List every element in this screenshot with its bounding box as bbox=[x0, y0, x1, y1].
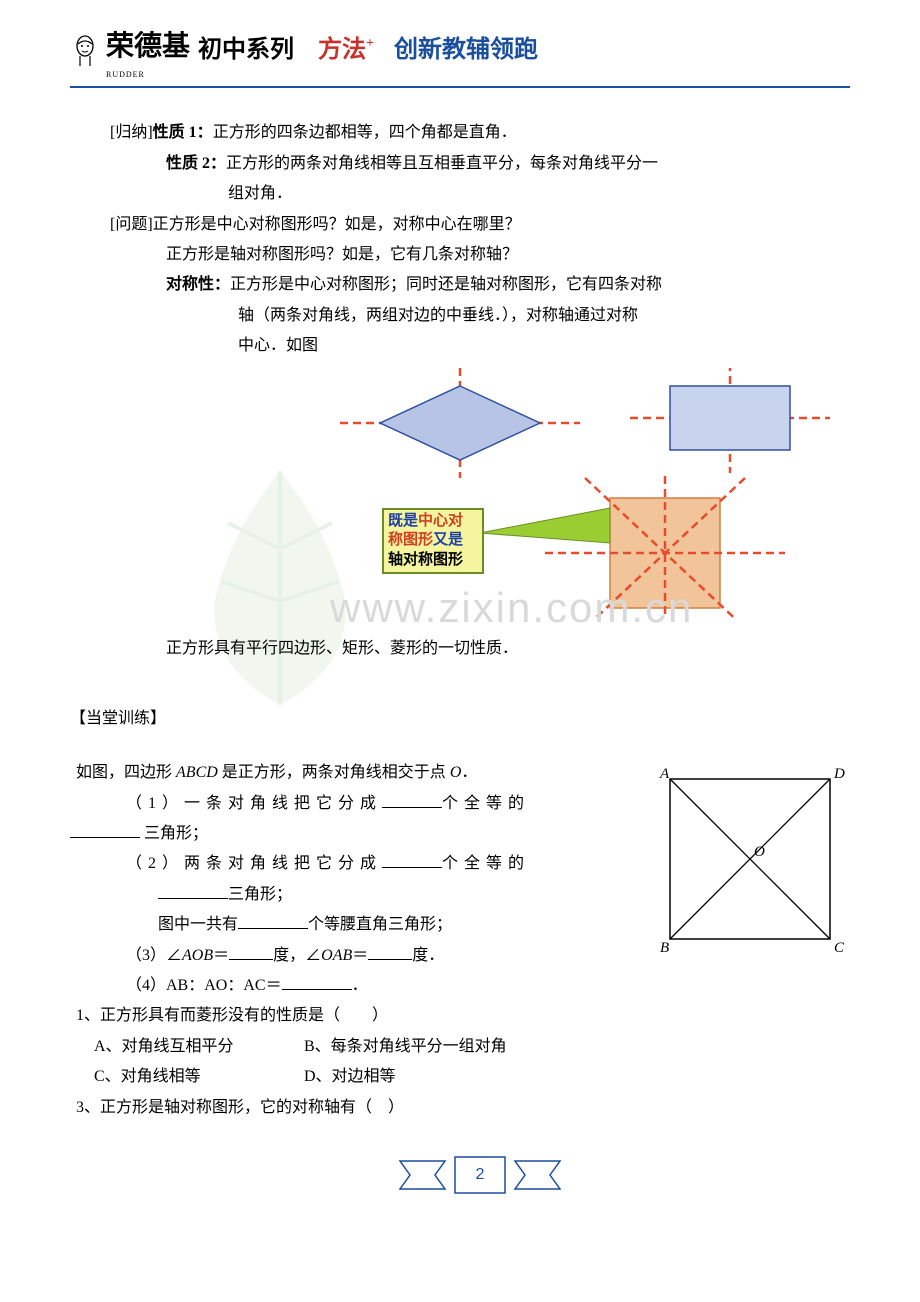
symmetry-figure: 既是中心对 称图形又是 轴对称图形 www.zixin.com.cn bbox=[310, 368, 850, 618]
svg-text:D: D bbox=[833, 766, 845, 782]
exercise-title: 【当堂训练】 bbox=[70, 704, 850, 734]
content-body: [归纳]性质 1：正方形的四条边都相等，四个角都是直角． 性质 2：正方形的两条… bbox=[70, 118, 850, 1197]
wenti-line1: [问题]正方形是中心对称图形吗？如是，对称中心在哪里？ bbox=[110, 210, 850, 240]
duichen-line1: 对称性：正方形是中心对称图形；同时还是轴对称图形，它有四条对称 bbox=[110, 270, 850, 300]
svg-text:A: A bbox=[659, 766, 670, 782]
summary-line: 正方形具有平行四边形、矩形、菱形的一切性质． bbox=[110, 634, 850, 664]
logo-icon bbox=[70, 34, 100, 68]
ex-q4: （4）AB：AO：AC＝． bbox=[70, 971, 850, 1001]
page-header: 荣德基 RUDDER 初中系列 方法+ 创新教辅领跑 bbox=[70, 20, 850, 88]
duichen-line3: 中心．如图 bbox=[110, 331, 850, 361]
slogan-label: 创新教辅领跑 bbox=[394, 28, 538, 74]
guina-line2a: 性质 2：正方形的两条对角线相等且互相垂直平分，每条对角线平分一 bbox=[110, 149, 850, 179]
exercise-section: 【当堂训练】 A D B C O 如图，四边形 bbox=[70, 704, 850, 1123]
svg-text:O: O bbox=[754, 844, 765, 860]
svg-text:C: C bbox=[834, 940, 845, 954]
callout-box: 既是中心对 称图形又是 轴对称图形 bbox=[382, 508, 484, 575]
guina-line1: [归纳]性质 1：正方形的四条边都相等，四个角都是直角． bbox=[110, 118, 850, 148]
brand-block: 荣德基 RUDDER bbox=[106, 20, 190, 82]
brand-sub: RUDDER bbox=[106, 67, 190, 82]
page-number: 2 bbox=[476, 1160, 485, 1190]
duichen-line2: 轴（两条对角线，两组对边的中垂线．），对称轴通过对称 bbox=[110, 301, 850, 331]
mc3-stem: 3、正方形是轴对称图形，它的对称轴有（ ） bbox=[70, 1093, 850, 1123]
wenti-line2: 正方形是轴对称图形吗？如是，它有几条对称轴？ bbox=[110, 240, 850, 270]
square-abcd-figure: A D B C O bbox=[650, 764, 850, 965]
brand-cn: 荣德基 bbox=[106, 31, 190, 62]
series-label: 初中系列 bbox=[198, 28, 294, 74]
fangfa-label: 方法+ bbox=[318, 28, 374, 74]
page-number-ribbon: 2 bbox=[110, 1153, 850, 1197]
mc1-stem: 1、正方形具有而菱形没有的性质是（ ） bbox=[70, 1001, 850, 1031]
guina-line2b: 组对角． bbox=[110, 179, 850, 209]
svg-text:B: B bbox=[660, 940, 669, 954]
mc1-options: A、对角线互相平分B、每条对角线平分一组对角 C、对角线相等D、对边相等 bbox=[70, 1032, 850, 1093]
